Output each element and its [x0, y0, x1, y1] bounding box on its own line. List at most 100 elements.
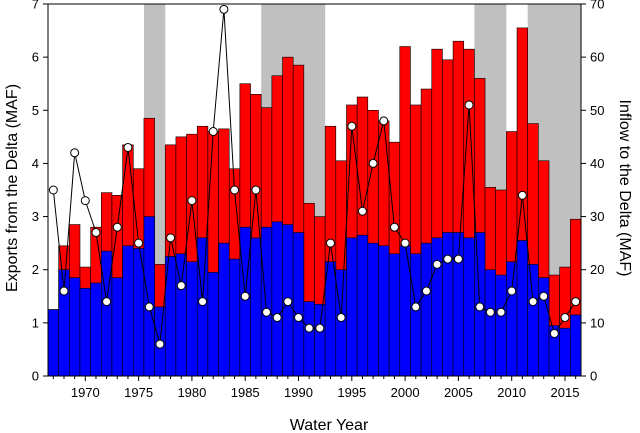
blue-export-bar: [186, 261, 198, 377]
inflow-point: [219, 4, 229, 14]
inflow-point: [48, 185, 58, 195]
inflow-point: [389, 222, 399, 232]
inflow-point: [294, 313, 304, 323]
y-right-tick-label: 40: [590, 156, 604, 171]
inflow-point: [91, 228, 101, 238]
inflow-point: [144, 302, 154, 312]
x-tick-label: 2000: [391, 385, 420, 400]
blue-export-bars: [47, 216, 582, 377]
y-left-tick-label: 1: [32, 315, 39, 330]
inflow-point: [304, 323, 314, 333]
inflow-point: [325, 238, 335, 248]
inflow-point: [464, 100, 474, 110]
blue-export-bar: [90, 282, 102, 377]
blue-export-bar: [388, 253, 401, 377]
y-axis-left-title: Exports from the Delta (MAF): [4, 84, 21, 292]
blue-export-bar: [527, 264, 539, 377]
inflow-point: [347, 121, 357, 131]
y-left-tick-label: 2: [32, 262, 39, 277]
inflow-point: [315, 323, 325, 333]
inflow-point: [80, 196, 90, 206]
plot-frame: [47, 3, 582, 377]
blue-export-bar: [101, 250, 113, 377]
inflow-point: [357, 206, 367, 216]
blue-export-bar: [143, 216, 155, 377]
inflow-point: [283, 297, 293, 307]
blue-export-bar: [228, 258, 241, 377]
blue-export-bar: [69, 277, 81, 377]
inflow-point: [411, 302, 421, 312]
inflow-point: [507, 286, 517, 296]
y-right-tick-label: 10: [590, 315, 604, 330]
inflow-point: [166, 233, 176, 243]
y-left-tick-label: 3: [32, 209, 39, 224]
blue-export-bar: [196, 237, 209, 377]
blue-export-bar: [463, 237, 475, 377]
x-tick-label: 1990: [284, 385, 313, 400]
y-left-tick-label: 0: [32, 369, 39, 384]
tick-labels: 1970 1975 1980 1985 1990 1995 2000 2005 2010 2015…: [32, 0, 605, 400]
x-tick-label: 2010: [497, 385, 526, 400]
inflow-point: [485, 307, 495, 317]
blue-export-bar: [420, 242, 433, 377]
blue-export-bar: [335, 269, 347, 377]
y-right-tick-label: 60: [590, 50, 604, 65]
blue-export-bar: [111, 277, 123, 377]
inflow-point: [571, 297, 581, 307]
blue-export-bar: [516, 240, 528, 377]
inflow-point: [539, 291, 549, 301]
blue-export-bar: [346, 237, 358, 377]
inflow-series: [48, 4, 581, 349]
inflow-point: [400, 238, 410, 248]
blue-export-bar: [324, 261, 337, 377]
blue-export-bar: [570, 314, 582, 377]
blue-export-bar: [122, 245, 134, 377]
blue-export-bar: [314, 303, 326, 377]
inflow-point: [251, 185, 261, 195]
inflow-point: [496, 307, 506, 317]
blue-export-bar: [410, 253, 422, 377]
blue-export-bar: [484, 269, 497, 377]
y-left-tick-label: 7: [32, 0, 39, 12]
blue-export-bar: [239, 226, 251, 377]
inflow-point: [70, 148, 80, 158]
blue-export-bar: [207, 272, 219, 377]
blue-export-bar: [506, 261, 518, 377]
inflow-point: [475, 302, 485, 312]
y-left-tick-label: 4: [32, 156, 39, 171]
blue-export-bar: [250, 237, 262, 377]
inflow-point: [176, 281, 186, 291]
blue-export-bar: [378, 245, 390, 377]
x-axis-title: Water Year: [290, 417, 369, 433]
inflow-point: [262, 307, 272, 317]
inflow-point: [421, 286, 431, 296]
blue-export-bar: [431, 237, 443, 377]
y-right-tick-label: 0: [590, 369, 597, 384]
y-right-tick-label: 20: [590, 262, 604, 277]
blue-export-bar: [559, 327, 571, 377]
inflow-point: [187, 196, 197, 206]
y-axis-right-title: Inflow to the Delta (MAF): [616, 100, 633, 277]
blue-export-bar: [47, 309, 59, 377]
inflow-point: [102, 297, 112, 307]
blue-export-bar: [495, 274, 507, 377]
inflow-point: [112, 222, 122, 232]
x-tick-label: 1985: [231, 385, 260, 400]
y-right-tick-label: 70: [590, 0, 604, 12]
inflow-point: [208, 127, 218, 137]
blue-export-bar: [356, 234, 369, 377]
x-tick-label: 1995: [337, 385, 366, 400]
inflow-point: [379, 116, 389, 126]
blue-export-bar: [292, 232, 305, 377]
x-tick-label: 2015: [551, 385, 580, 400]
y-right-tick-label: 50: [590, 103, 604, 118]
inflow-point: [123, 142, 133, 152]
inflow-point: [528, 297, 538, 307]
blue-export-bar: [218, 242, 230, 377]
y-left-tick-label: 5: [32, 103, 39, 118]
inflow-point: [155, 339, 165, 349]
x-tick-label: 1975: [124, 385, 153, 400]
inflow-point: [59, 286, 69, 296]
axes: [43, 3, 586, 381]
inflow-point: [134, 238, 144, 248]
